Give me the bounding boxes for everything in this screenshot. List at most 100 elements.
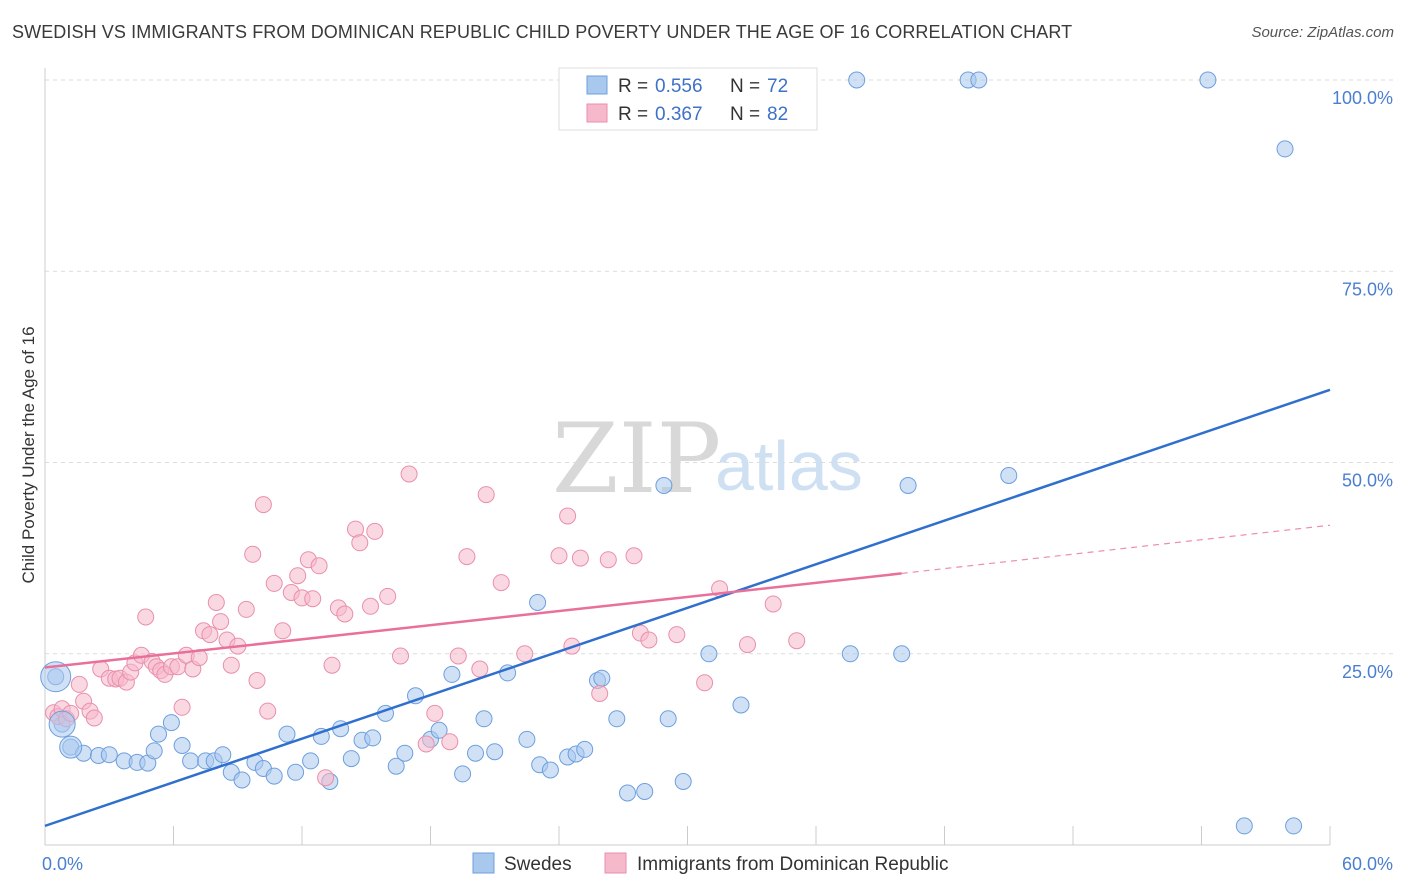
point-swedes bbox=[387, 757, 405, 775]
point-dominican bbox=[310, 557, 328, 575]
point-dominican bbox=[173, 698, 191, 716]
point-dominican bbox=[788, 632, 806, 650]
point-swedes bbox=[732, 696, 750, 714]
point-swedes-large bbox=[59, 735, 83, 759]
point-swedes bbox=[841, 645, 859, 663]
data-points bbox=[40, 71, 1303, 835]
bottom-legend-label-dominican: Immigrants from Dominican Republic bbox=[637, 854, 949, 875]
point-swedes bbox=[467, 744, 484, 762]
point-swedes bbox=[302, 752, 320, 770]
legend-r-value-dominican: 0.367 bbox=[655, 104, 703, 125]
point-dominican bbox=[265, 574, 283, 592]
point-dominican bbox=[426, 704, 444, 722]
point-dominican bbox=[289, 567, 307, 585]
point-swedes bbox=[576, 740, 594, 758]
point-dominican bbox=[417, 735, 435, 753]
point-swedes bbox=[265, 767, 283, 785]
bottom-legend-swatch-swedes bbox=[472, 852, 495, 874]
point-swedes bbox=[162, 714, 180, 732]
point-dominican bbox=[212, 613, 230, 631]
point-dominican bbox=[336, 605, 354, 623]
point-swedes bbox=[1276, 140, 1294, 158]
point-swedes bbox=[1285, 817, 1303, 835]
legend-n-label: N = bbox=[730, 104, 760, 125]
grid-lines bbox=[45, 79, 1395, 655]
x-tick-max: 60.0% bbox=[1342, 854, 1393, 874]
point-dominican bbox=[625, 547, 643, 565]
point-dominican bbox=[259, 702, 277, 720]
x-tick-labels: 0.0% 60.0% bbox=[42, 854, 1393, 874]
x-axis bbox=[44, 68, 1331, 846]
point-swedes bbox=[475, 710, 493, 728]
point-swedes bbox=[233, 771, 251, 789]
point-swedes bbox=[893, 645, 911, 663]
legend: R = 0.556 N = 72 R = 0.367 N = 82 bbox=[558, 67, 818, 131]
point-swedes bbox=[287, 763, 305, 781]
point-swedes bbox=[173, 737, 191, 754]
point-swedes bbox=[1000, 467, 1018, 484]
point-dominican bbox=[379, 587, 397, 605]
legend-n-value-swedes: 72 bbox=[767, 76, 788, 97]
chart-title: SWEDISH VS IMMIGRANTS FROM DOMINICAN REP… bbox=[12, 22, 1073, 42]
point-swedes bbox=[655, 477, 673, 494]
point-swedes bbox=[593, 669, 611, 687]
bottom-legend-swatch-dominican bbox=[604, 852, 627, 874]
point-swedes bbox=[608, 710, 626, 728]
point-swedes bbox=[100, 746, 118, 764]
trend-line-dominican bbox=[44, 572, 902, 669]
point-swedes bbox=[636, 783, 654, 800]
point-swedes bbox=[848, 71, 866, 89]
point-swedes bbox=[970, 71, 988, 89]
point-dominican bbox=[640, 631, 658, 649]
point-dominican bbox=[222, 656, 240, 674]
point-dominican bbox=[599, 551, 617, 569]
point-dominican bbox=[550, 547, 568, 565]
y-tick-labels: 25.0% 50.0% 75.0% 100.0% bbox=[1332, 88, 1393, 682]
point-swedes bbox=[899, 477, 917, 494]
point-swedes bbox=[396, 744, 414, 762]
y-tick-label: 50.0% bbox=[1342, 471, 1393, 491]
source-label: Source: ZipAtlas.com bbox=[1251, 24, 1394, 41]
point-dominican bbox=[351, 534, 369, 552]
point-dominican bbox=[244, 545, 262, 563]
point-dominican bbox=[362, 597, 379, 615]
y-tick-label: 25.0% bbox=[1342, 662, 1393, 682]
y-tick-label: 75.0% bbox=[1342, 279, 1393, 299]
point-dominican bbox=[400, 465, 418, 483]
legend-swatch-swedes bbox=[586, 75, 608, 95]
point-dominican bbox=[304, 590, 322, 608]
y-tick-label: 100.0% bbox=[1332, 88, 1393, 108]
legend-r-label: R = bbox=[618, 104, 648, 125]
point-dominican bbox=[477, 486, 495, 504]
point-dominican bbox=[458, 548, 476, 566]
point-swedes bbox=[541, 761, 559, 779]
point-dominican bbox=[739, 636, 756, 654]
legend-n-label: N = bbox=[730, 76, 760, 97]
point-swedes bbox=[700, 645, 718, 663]
point-dominican bbox=[274, 622, 292, 640]
point-dominican bbox=[559, 507, 577, 525]
point-swedes bbox=[619, 784, 636, 802]
point-dominican bbox=[764, 595, 782, 613]
point-swedes bbox=[1199, 71, 1217, 89]
bottom-legend-label-swedes: Swedes bbox=[504, 854, 572, 875]
watermark-atlas: atlas bbox=[715, 427, 863, 505]
point-dominican bbox=[366, 522, 384, 540]
watermark-zip: ZIP bbox=[552, 403, 721, 515]
legend-n-value-dominican: 82 bbox=[767, 104, 788, 125]
point-dominican bbox=[317, 769, 335, 787]
trend-line-swedes bbox=[44, 388, 1331, 828]
point-dominican bbox=[248, 672, 266, 689]
point-dominican bbox=[201, 626, 219, 644]
point-swedes bbox=[674, 773, 692, 790]
point-dominican bbox=[137, 608, 155, 626]
point-swedes bbox=[443, 665, 461, 683]
point-swedes bbox=[430, 721, 448, 739]
point-swedes bbox=[278, 725, 296, 743]
point-swedes bbox=[454, 765, 472, 783]
point-dominican bbox=[237, 600, 255, 618]
point-swedes bbox=[182, 752, 200, 770]
point-dominican bbox=[516, 645, 534, 663]
point-swedes bbox=[518, 730, 536, 748]
